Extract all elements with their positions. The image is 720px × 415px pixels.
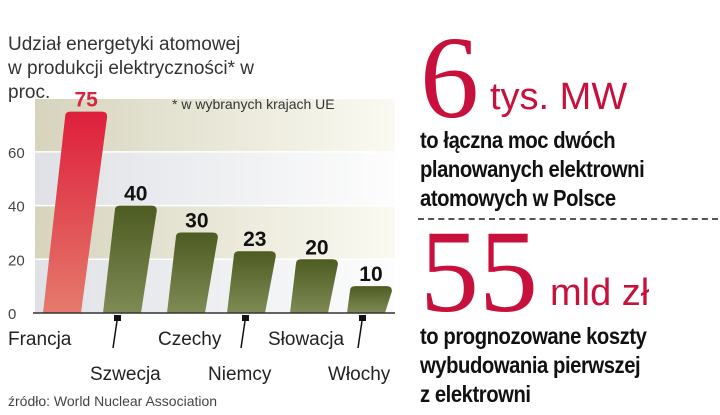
data-label: 40: [124, 183, 147, 206]
fact1-unit: tys. MW: [490, 76, 628, 118]
data-label: 20: [305, 236, 328, 259]
tick-marker: [359, 315, 366, 321]
chart-note: * w wybranych krajach UE: [172, 96, 335, 112]
y-tick-label: 20: [8, 252, 25, 269]
x-category-label: Słowacja: [268, 329, 344, 350]
x-category-label: Szwecja: [90, 364, 161, 385]
tick-marker: [114, 315, 121, 321]
bar-czechy: [167, 232, 218, 313]
fact1-text-line: planowanych elektrowni: [420, 156, 645, 182]
x-category-label: Niemcy: [208, 364, 272, 385]
fact2-text-line: to prognozowane koszty: [420, 323, 647, 349]
y-tick-label: 60: [8, 145, 25, 162]
x-category-label: Czechy: [158, 329, 222, 350]
bar-włochy: [347, 286, 392, 313]
divider: [418, 218, 718, 220]
fact1-text-line: to łączna moc dwóch: [420, 127, 616, 153]
chart-source: źródło: World Nuclear Association: [8, 393, 218, 409]
bar-szwecja: [103, 205, 157, 313]
data-label: 23: [243, 228, 266, 251]
chart-title: Udział energetyki atomowej w produkcji e…: [8, 34, 255, 103]
y-tick-label: 40: [8, 199, 25, 216]
data-label: 30: [185, 209, 208, 232]
background-band: [35, 259, 395, 313]
fact1-number: 6: [420, 12, 479, 143]
tick-leader: [112, 320, 118, 349]
fact2-unit: mld zł: [550, 272, 650, 314]
data-label: 10: [359, 263, 382, 286]
tick-leader: [240, 320, 246, 349]
tick-leader: [357, 320, 363, 349]
tick-marker: [242, 315, 249, 321]
fact2-text-line: z elektrowni: [420, 381, 531, 407]
bar-francja: [43, 111, 108, 313]
data-label: 75: [74, 89, 98, 112]
bar-słowacja: [290, 259, 338, 313]
fact1-text-line: atomowych w Polsce: [420, 185, 616, 211]
fact2-text-line: wybudowania pierwszej: [420, 352, 641, 378]
x-category-label: Włochy: [328, 364, 391, 385]
x-category-label: Francja: [8, 329, 72, 350]
fact2-number: 55: [420, 206, 538, 337]
y-tick-label: 0: [8, 306, 16, 323]
bar-niemcy: [227, 251, 276, 313]
